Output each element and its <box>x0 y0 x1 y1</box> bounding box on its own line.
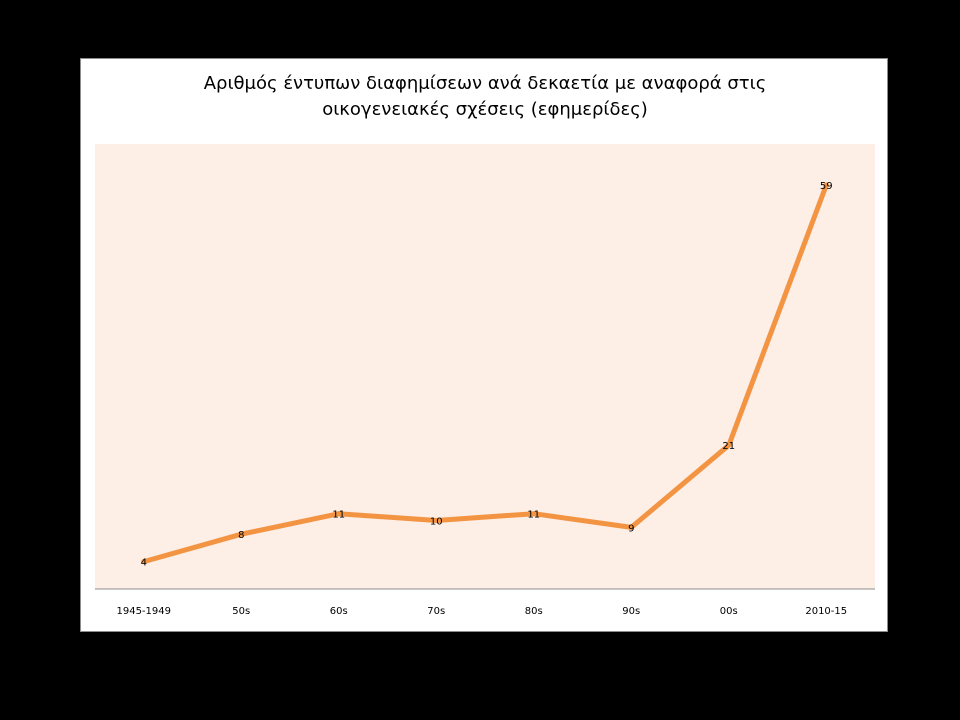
data-label: 11 <box>527 510 540 521</box>
x-tick-label: 80s <box>525 606 543 617</box>
data-label: 8 <box>238 530 244 541</box>
data-label: 59 <box>820 181 833 192</box>
data-label: 10 <box>430 517 443 528</box>
x-tick-label: 00s <box>720 606 738 617</box>
data-label: 11 <box>332 510 345 521</box>
data-point <box>238 531 244 537</box>
chart-title-line-1: Αριθμός έντυπων διαφημίσεων ανά δεκαετία… <box>203 73 767 94</box>
series-line <box>141 182 829 565</box>
data-label: 9 <box>628 523 634 534</box>
x-tick-label: 1945-1949 <box>116 606 171 617</box>
x-tick-label: 50s <box>232 606 250 617</box>
data-point <box>628 524 634 530</box>
data-label: 4 <box>141 558 147 569</box>
data-point <box>726 442 732 448</box>
chart-title-line-2: οικογενειακές σχέσεις (εφημερίδες) <box>322 99 648 120</box>
x-tick-label: 2010-15 <box>805 606 847 617</box>
data-point <box>141 559 147 565</box>
data-point <box>531 511 537 517</box>
chart-card: Αριθμός έντυπων διαφημίσεων ανά δεκαετία… <box>80 58 888 632</box>
x-tick-label: 90s <box>622 606 640 617</box>
data-point <box>433 518 439 524</box>
chart-title: Αριθμός έντυπων διαφημίσεων ανά δεκαετία… <box>81 71 889 123</box>
line-chart: 1945-1949 50s 60s 70s 80s 90s 00s 2010-15 4 8 11 10… <box>95 144 875 617</box>
data-point <box>336 511 342 517</box>
x-tick-label: 60s <box>330 606 348 617</box>
data-label: 21 <box>722 441 735 452</box>
x-tick-label: 70s <box>427 606 445 617</box>
data-point <box>823 182 829 188</box>
